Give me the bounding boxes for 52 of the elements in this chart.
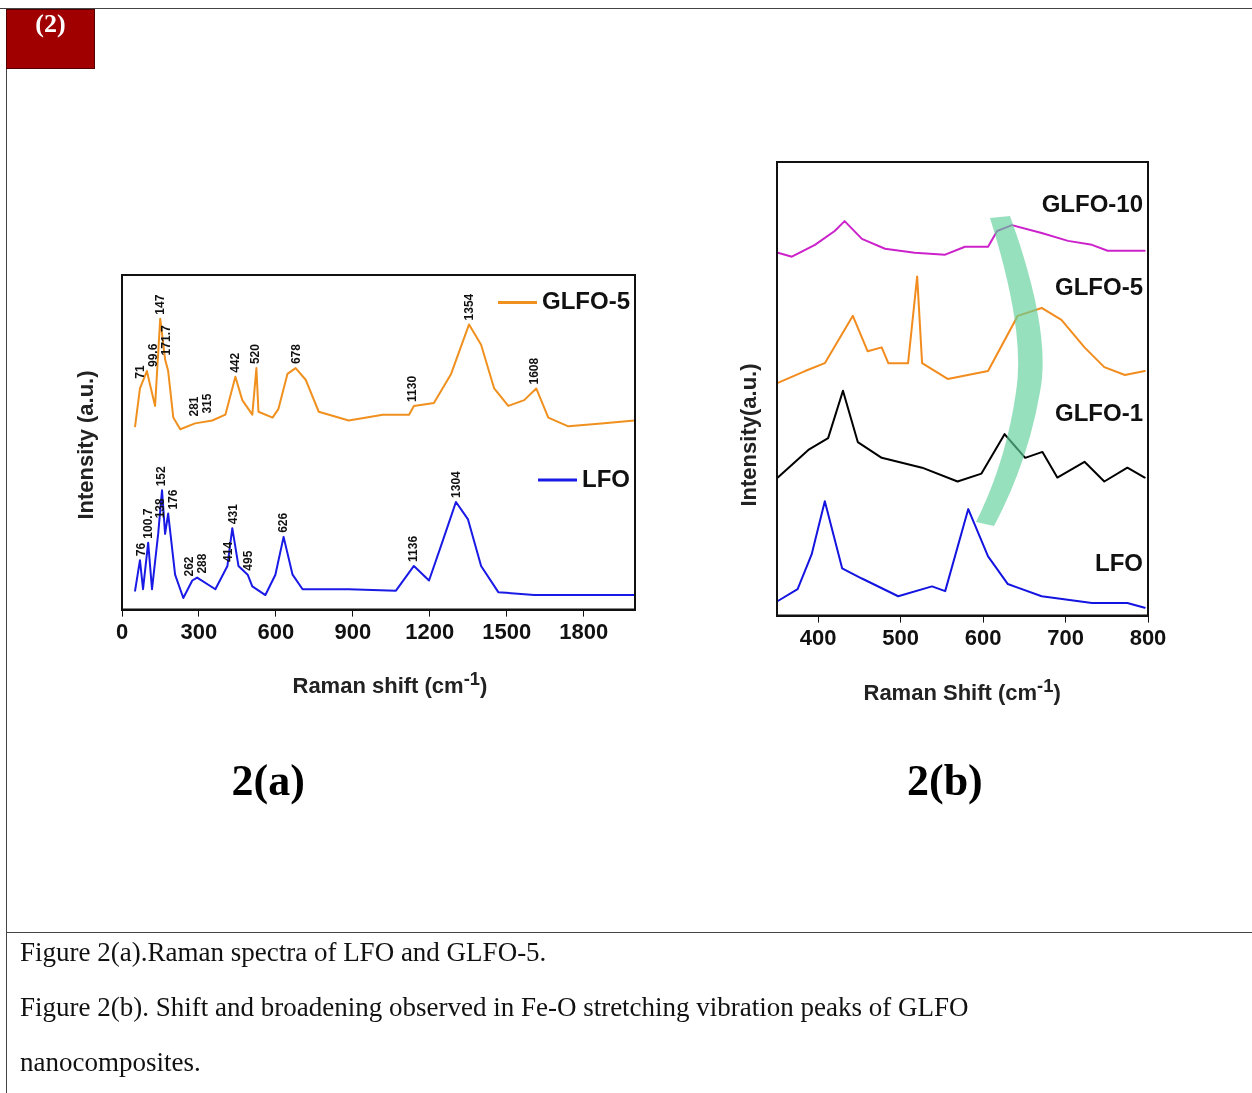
text: 2(b): [907, 754, 983, 806]
annotation: 288: [194, 553, 209, 574]
annotation: 1136: [406, 535, 421, 562]
series-label: GLFO-1: [1055, 398, 1143, 426]
legend-label: LFO: [582, 464, 630, 492]
x-tick-label: 1200: [405, 618, 455, 644]
annotation: 1304: [449, 470, 464, 498]
x-axis-title: Raman shift (cm$^{-1}$): [292, 667, 488, 699]
annotation: 1130: [404, 375, 419, 402]
x-tick-label: 1800: [559, 618, 609, 644]
annotation: 99.6: [145, 343, 160, 368]
text: (2): [6, 9, 95, 69]
x-tick-label: 600: [964, 624, 1002, 650]
annotation: 76: [134, 542, 149, 557]
annotation: 1608: [527, 357, 542, 385]
text: 2(a): [231, 754, 305, 806]
annotation: 495: [240, 550, 255, 571]
annotation: 152: [153, 465, 168, 487]
annotation: 262: [182, 556, 197, 577]
annotation: 442: [228, 352, 243, 373]
series-label: LFO: [1095, 548, 1143, 576]
annotation: 100.7: [140, 508, 155, 539]
caption: Figure 2(b). Shift and broadening observed in Fe-O stretching vibration peaks of GLFO nanocomposites.: [20, 991, 970, 1079]
annotation: 176: [166, 489, 181, 510]
x-tick-label: 900: [334, 618, 372, 644]
x-axis-title: Raman Shift (cm$^{-1}$): [863, 674, 1061, 706]
series-label: GLFO-10: [1041, 189, 1143, 217]
x-tick-label: 800: [1129, 624, 1167, 650]
annotation: 626: [275, 512, 290, 533]
x-tick-label: 1500: [482, 618, 532, 644]
x-tick-label: 400: [799, 624, 837, 650]
x-tick-label: 700: [1047, 624, 1084, 650]
x-tick-label: 300: [180, 618, 218, 644]
annotation: 315: [199, 393, 214, 414]
y-axis-title: Intensity(a.u.): [735, 363, 762, 507]
annotation: 71: [133, 364, 148, 379]
annotation: 281: [187, 396, 202, 417]
annotation: 414: [221, 541, 236, 562]
annotation: 147: [152, 294, 167, 315]
annotation: 678: [288, 343, 303, 365]
annotation: 171.7: [159, 325, 174, 356]
x-tick-label: 0: [115, 618, 129, 644]
series-label: GLFO-5: [1055, 272, 1143, 300]
annotation: 1354: [462, 293, 477, 321]
y-axis-title: Intensity (a.u.): [72, 370, 99, 520]
annotation: 138: [153, 497, 168, 519]
annotation: 431: [225, 503, 240, 525]
legend-label: GLFO-5: [542, 287, 630, 315]
x-tick-label: 500: [882, 624, 920, 650]
x-tick-label: 600: [257, 618, 295, 644]
annotation: 520: [248, 343, 263, 365]
caption: Figure 2(a).Raman spectra of LFO and GLFO-5.: [20, 936, 548, 969]
